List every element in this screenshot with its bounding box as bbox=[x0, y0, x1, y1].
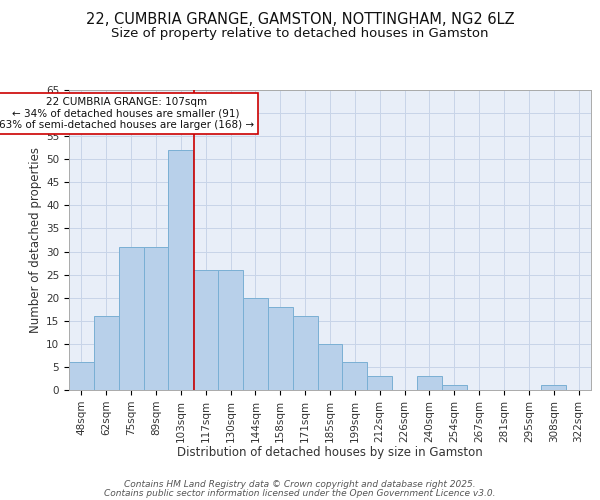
Text: Contains public sector information licensed under the Open Government Licence v3: Contains public sector information licen… bbox=[104, 488, 496, 498]
Bar bbox=[442, 386, 467, 390]
Text: Size of property relative to detached houses in Gamston: Size of property relative to detached ho… bbox=[111, 28, 489, 40]
Bar bbox=[143, 247, 169, 390]
X-axis label: Distribution of detached houses by size in Gamston: Distribution of detached houses by size … bbox=[177, 446, 483, 459]
Bar bbox=[243, 298, 268, 390]
Bar bbox=[169, 150, 193, 390]
Bar bbox=[417, 376, 442, 390]
Bar bbox=[193, 270, 218, 390]
Bar bbox=[317, 344, 343, 390]
Bar bbox=[268, 307, 293, 390]
Bar bbox=[293, 316, 317, 390]
Bar bbox=[541, 386, 566, 390]
Text: 22 CUMBRIA GRANGE: 107sqm
← 34% of detached houses are smaller (91)
63% of semi-: 22 CUMBRIA GRANGE: 107sqm ← 34% of detac… bbox=[0, 97, 254, 130]
Bar bbox=[69, 362, 94, 390]
Text: Contains HM Land Registry data © Crown copyright and database right 2025.: Contains HM Land Registry data © Crown c… bbox=[124, 480, 476, 489]
Bar bbox=[94, 316, 119, 390]
Bar bbox=[343, 362, 367, 390]
Bar bbox=[119, 247, 143, 390]
Y-axis label: Number of detached properties: Number of detached properties bbox=[29, 147, 42, 333]
Bar bbox=[367, 376, 392, 390]
Bar bbox=[218, 270, 243, 390]
Text: 22, CUMBRIA GRANGE, GAMSTON, NOTTINGHAM, NG2 6LZ: 22, CUMBRIA GRANGE, GAMSTON, NOTTINGHAM,… bbox=[86, 12, 514, 28]
